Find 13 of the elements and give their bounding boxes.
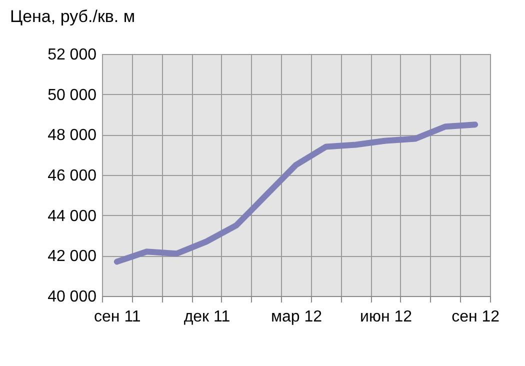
x-tick-label: июн 12 — [360, 308, 412, 326]
y-tick-label: 42 000 — [48, 248, 97, 266]
x-tick-label: мар 12 — [270, 308, 322, 326]
y-tick-label: 50 000 — [48, 86, 97, 104]
y-tick-label: 44 000 — [48, 208, 97, 225]
y-tick-label: 40 000 — [48, 288, 97, 306]
y-tick-label: 48 000 — [48, 127, 97, 144]
y-tick-label: 46 000 — [48, 168, 97, 184]
x-tick-label: сен 12 — [452, 308, 500, 326]
x-tick-label: сен 11 — [94, 308, 141, 326]
x-tick-label: дек 11 — [184, 308, 230, 326]
chart-title: Цена, руб./кв. м — [10, 7, 136, 26]
y-tick-label: 52 000 — [48, 46, 97, 64]
